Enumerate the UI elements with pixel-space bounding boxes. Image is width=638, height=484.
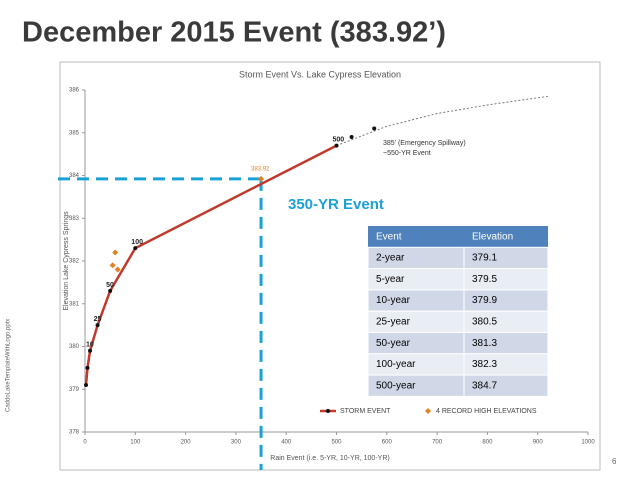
side-note: CaddoLakeTemplateWithLogo.pptx (6, 319, 12, 412)
annotation: 385' (Emergency Spillway) (383, 140, 466, 147)
storm-point-label: 25 (94, 316, 102, 323)
record-point (114, 266, 121, 273)
table-cell: 50-year (376, 338, 411, 349)
table-header-cell: Event (376, 231, 402, 242)
y-axis-label: Elevation Lake Cypress Springs (63, 211, 70, 311)
legend-swatch (425, 408, 431, 414)
x-tick-label: 0 (83, 440, 87, 446)
storm-point (95, 323, 100, 328)
trend-line (336, 95, 548, 147)
spillway-point (349, 135, 354, 140)
storm-point (133, 246, 138, 251)
table-cell: 5-year (376, 274, 405, 285)
table-cell: 380.5 (472, 316, 497, 327)
y-tick-label: 379 (69, 387, 80, 393)
table-cell: 500-year (376, 380, 416, 391)
table-cell: 379.1 (472, 253, 497, 264)
legend-label: STORM EVENT (340, 408, 391, 415)
x-tick-label: 400 (281, 440, 292, 446)
x-tick-label: 500 (331, 440, 342, 446)
x-tick-label: 300 (231, 440, 242, 446)
x-tick-label: 100 (130, 440, 141, 446)
table-cell: 2-year (376, 253, 405, 264)
storm-point-label: 50 (106, 282, 114, 289)
slide-title: December 2015 Event (383.92’) (22, 17, 446, 49)
table-cell: 379.5 (472, 274, 497, 285)
storm-point (88, 348, 93, 353)
table-cell: 381.3 (472, 338, 497, 349)
storm-point (334, 143, 339, 148)
y-tick-label: 383 (69, 216, 80, 222)
storm-point (84, 382, 89, 387)
storm-point-label: 100 (131, 239, 143, 246)
table-cell: 10-year (376, 295, 411, 306)
spillway-point (372, 126, 377, 131)
table-header (368, 226, 548, 248)
storm-point (108, 288, 113, 293)
table-cell: 379.9 (472, 295, 497, 306)
chart-title: Storm Event Vs. Lake Cypress Elevation (239, 69, 401, 79)
storm-point-label: 500 (333, 136, 345, 143)
x-tick-label: 600 (382, 440, 393, 446)
y-tick-label: 385 (69, 130, 80, 136)
annotation: ~550-YR Event (383, 150, 431, 157)
table-header-cell: Elevation (472, 231, 513, 242)
y-tick-label: 386 (69, 88, 80, 94)
table-cell: 382.3 (472, 359, 497, 370)
record-point (112, 249, 119, 256)
table-cell: 100-year (376, 359, 416, 370)
event-label: 350-YR Event (288, 196, 384, 213)
x-tick-label: 200 (181, 440, 192, 446)
table-cell: 384.7 (472, 380, 497, 391)
y-tick-label: 381 (69, 301, 80, 307)
record-point (109, 262, 116, 269)
legend-swatch (326, 409, 330, 413)
y-tick-label: 378 (69, 430, 80, 436)
x-tick-label: 800 (482, 440, 493, 446)
x-tick-label: 900 (533, 440, 544, 446)
x-tick-label: 1000 (581, 440, 595, 446)
table-cell: 25-year (376, 316, 411, 327)
record-point (258, 175, 265, 182)
y-tick-label: 380 (69, 344, 80, 350)
x-axis-label: Rain Event (i.e. 5-YR, 10-YR, 100-YR) (270, 455, 389, 462)
legend-label: 4 RECORD HIGH ELEVATIONS (436, 408, 537, 415)
y-tick-label: 384 (69, 173, 80, 179)
storm-point-label: 10 (86, 342, 94, 349)
table-row (367, 374, 549, 397)
slide-number: 6 (612, 457, 617, 466)
storm-point (85, 365, 90, 370)
y-tick-label: 382 (69, 259, 80, 265)
x-tick-label: 700 (432, 440, 443, 446)
record-point-label: 383.92 (251, 166, 270, 172)
